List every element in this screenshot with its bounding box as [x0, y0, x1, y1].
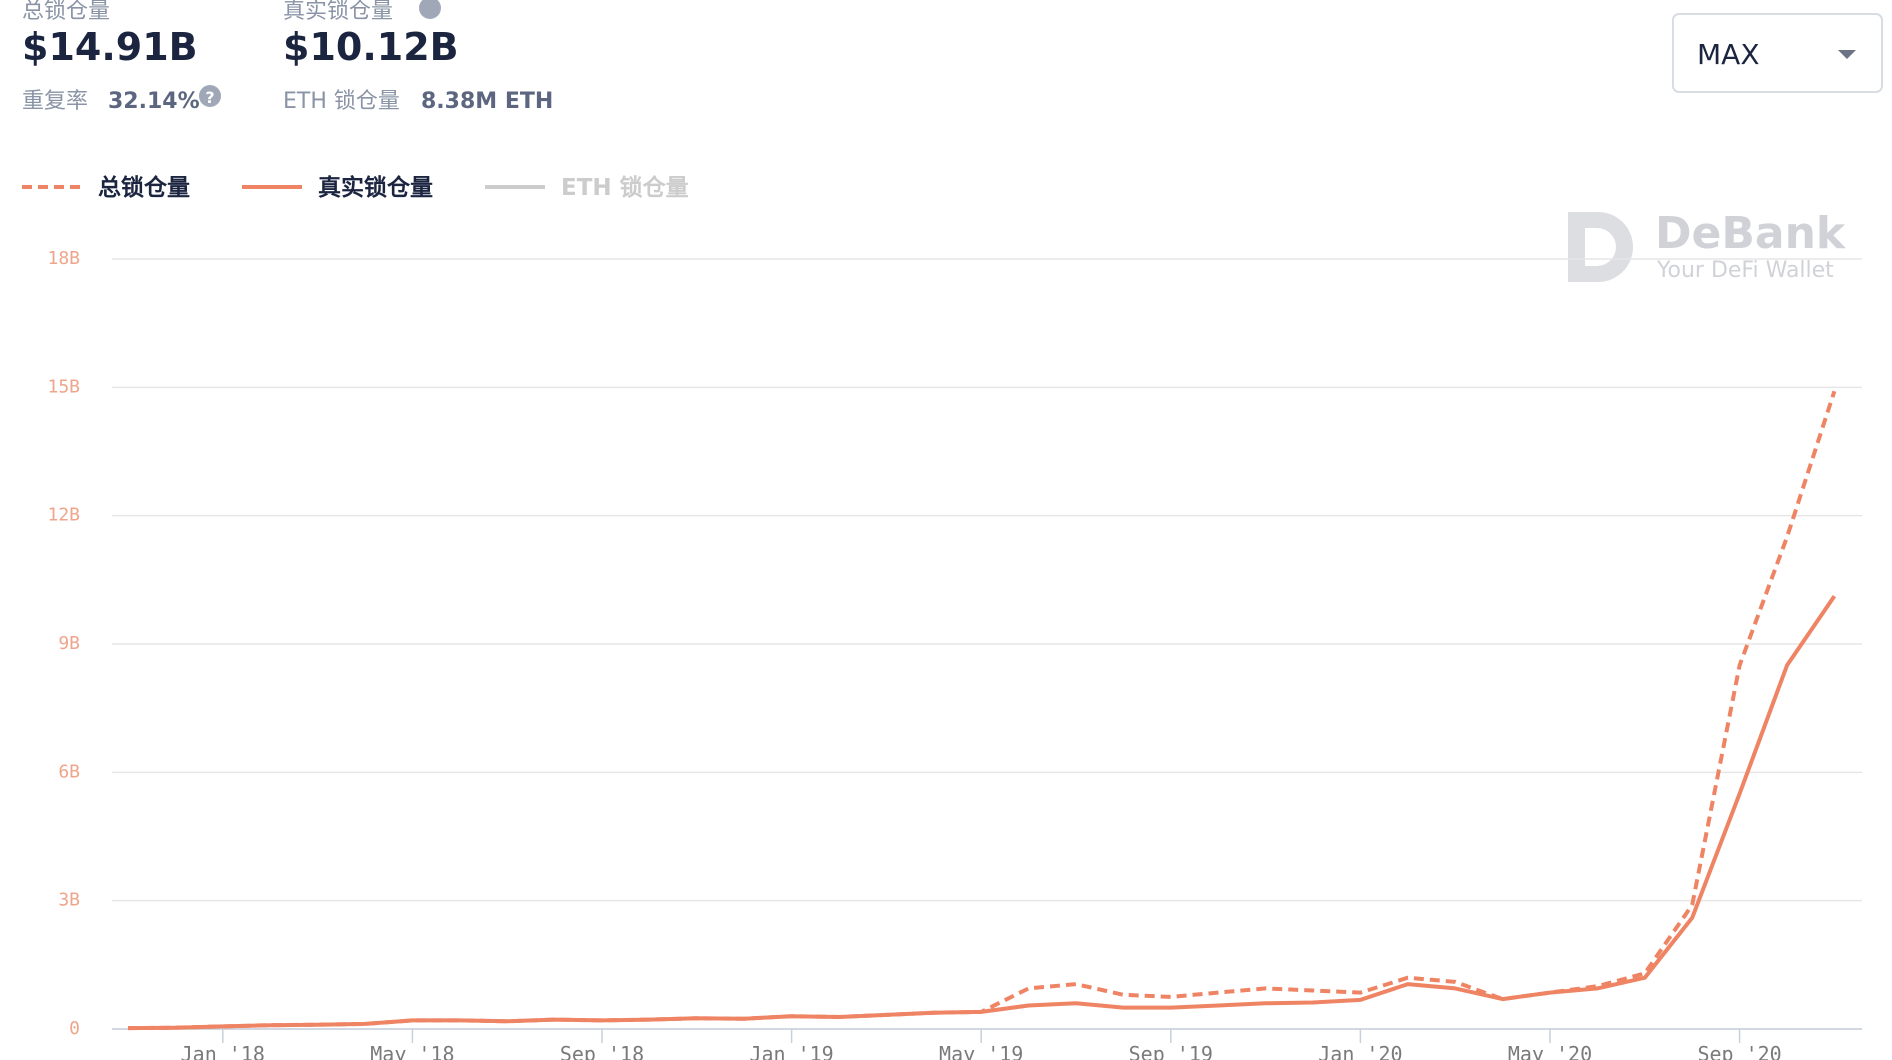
- y-tick-label: 18B: [47, 248, 80, 269]
- range-value: MAX: [1697, 38, 1760, 71]
- series-line: [127, 594, 1837, 1031]
- series-line: [127, 390, 1837, 1031]
- legend-label[interactable]: ETH 锁仓量: [561, 174, 689, 201]
- y-tick-label: 15B: [47, 376, 80, 397]
- y-tick-label: 3B: [58, 890, 80, 911]
- dup-label: 重复率: [22, 89, 88, 114]
- y-tick-label: 0: [69, 1018, 80, 1039]
- total-value: $14.91B: [22, 25, 198, 69]
- x-tick-label: May '20: [1508, 1042, 1592, 1060]
- help-icon[interactable]: [419, 0, 441, 19]
- x-tick-label: Sep '19: [1129, 1042, 1213, 1060]
- dup-value: 32.14%: [108, 89, 200, 114]
- x-tick-label: Sep '20: [1697, 1042, 1781, 1060]
- legend-label[interactable]: 真实锁仓量: [318, 174, 433, 201]
- range-select[interactable]: [1672, 13, 1883, 93]
- x-tick-label: Jan '18: [181, 1042, 265, 1060]
- x-tick-label: May '19: [939, 1042, 1023, 1060]
- eth-value: 8.38M ETH: [421, 89, 553, 114]
- x-tick-label: Jan '20: [1318, 1042, 1402, 1060]
- watermark: DeBank Your DeFi Wallet: [1568, 208, 1847, 283]
- watermark-tagline: Your DeFi Wallet: [1656, 258, 1834, 283]
- real-label: 真实锁仓量: [283, 0, 393, 24]
- help-mark: ?: [205, 88, 214, 107]
- help-icon[interactable]: [199, 85, 221, 107]
- watermark-brand: DeBank: [1655, 208, 1847, 259]
- y-tick-label: 12B: [47, 505, 80, 526]
- x-tick-label: Jan '19: [749, 1042, 833, 1060]
- y-tick-label: 9B: [58, 633, 80, 654]
- legend-label[interactable]: 总锁仓量: [98, 174, 190, 201]
- total-label: 总锁仓量: [22, 0, 110, 24]
- x-tick-label: Sep '18: [560, 1042, 644, 1060]
- real-value: $10.12B: [283, 25, 459, 69]
- x-tick-label: May '18: [370, 1042, 454, 1060]
- y-tick-label: 6B: [58, 761, 80, 782]
- eth-label: ETH 锁仓量: [283, 89, 400, 114]
- dropdown-arrow: [1838, 50, 1856, 59]
